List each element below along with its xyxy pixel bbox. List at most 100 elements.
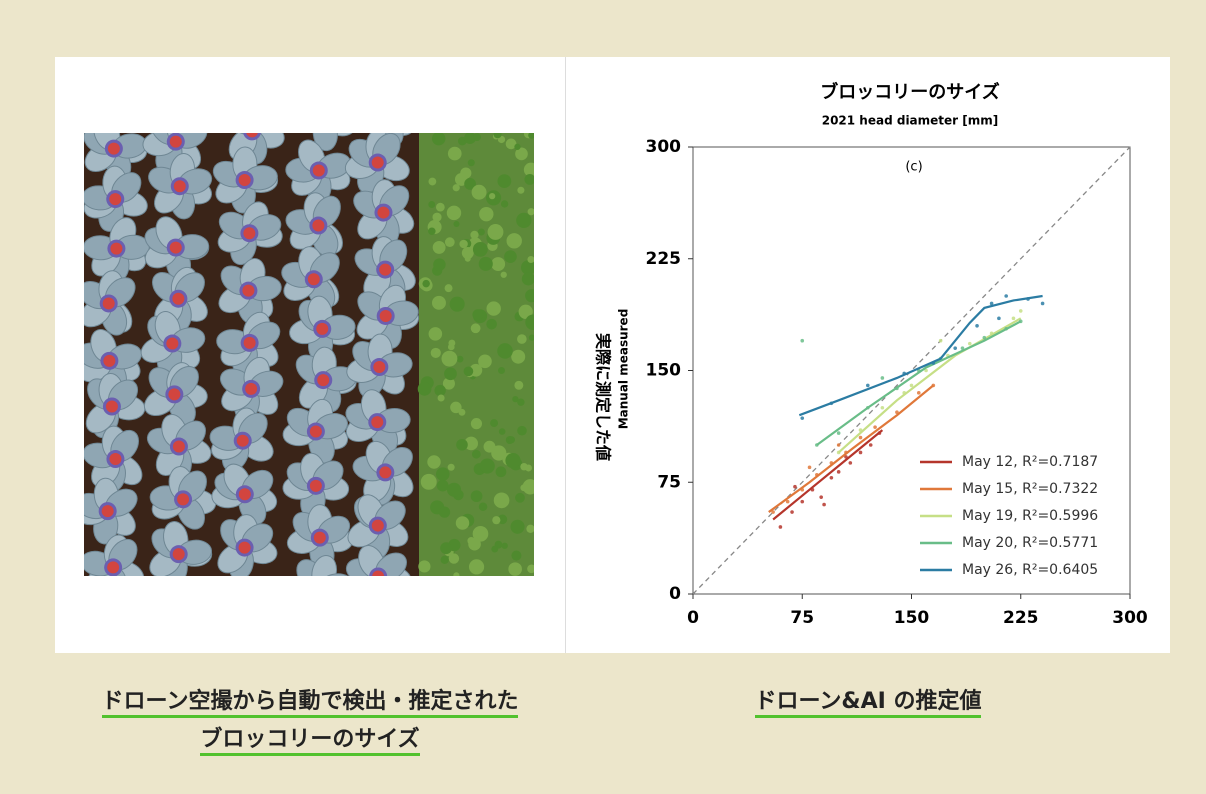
weed: [436, 467, 450, 481]
weed: [471, 323, 481, 333]
head: [310, 426, 322, 438]
legend-label: May 15, R²=0.7322: [962, 481, 1098, 497]
weed: [440, 542, 452, 554]
weed: [479, 207, 493, 221]
right-caption: ドローン&AI の推定値: [566, 683, 1170, 721]
point: [1019, 309, 1023, 313]
weed: [502, 543, 508, 549]
weed: [473, 242, 488, 257]
head: [168, 388, 180, 400]
x-tick-label: 300: [1112, 608, 1148, 628]
weed: [441, 556, 449, 564]
point: [968, 342, 972, 346]
fit-line: [773, 430, 882, 519]
point: [830, 476, 834, 480]
weed: [520, 463, 527, 470]
weed: [448, 464, 455, 471]
head: [379, 264, 391, 276]
weed: [433, 241, 446, 254]
weed: [496, 466, 507, 477]
fit-line: [839, 318, 1021, 452]
weed: [478, 355, 492, 369]
point: [1004, 294, 1008, 298]
head: [172, 293, 184, 305]
head: [243, 227, 255, 239]
y-axis-label: 実際に測定した値: [594, 333, 613, 461]
weed: [492, 516, 500, 524]
fit-line: [799, 296, 1042, 415]
weed: [421, 474, 437, 490]
point: [837, 443, 841, 447]
head: [312, 220, 324, 232]
weed: [484, 441, 496, 453]
head: [103, 297, 115, 309]
weed: [453, 184, 460, 191]
y-tick-label: 150: [646, 361, 682, 381]
head: [317, 374, 329, 386]
weed: [433, 258, 445, 270]
y-axis-label-en: Manual measured: [617, 309, 631, 430]
head: [174, 180, 186, 192]
head: [308, 273, 320, 285]
weed: [490, 419, 498, 427]
weed: [472, 309, 483, 320]
weed: [468, 159, 475, 166]
weed: [427, 455, 440, 468]
weed: [432, 296, 446, 310]
point: [837, 431, 841, 435]
head: [173, 548, 185, 560]
chart-subtitle: 2021 head diameter [mm]: [822, 114, 999, 128]
point: [790, 510, 794, 514]
weed: [505, 453, 520, 468]
weed: [418, 560, 430, 572]
head: [170, 242, 182, 254]
drone-photo: [84, 133, 534, 576]
weed: [486, 301, 500, 315]
point: [881, 406, 885, 410]
weed: [486, 319, 497, 330]
weed: [459, 240, 467, 248]
head: [102, 505, 114, 517]
weed: [480, 459, 495, 474]
chart: ブロッコリーのサイズ 2021 head diameter [mm] (c) 実…: [566, 57, 1170, 653]
weed: [450, 297, 465, 312]
weed: [456, 439, 468, 451]
weed: [517, 426, 527, 436]
head: [173, 441, 185, 453]
head: [109, 453, 121, 465]
point: [1041, 302, 1045, 306]
y-tick-label: 75: [657, 472, 681, 492]
weed: [445, 237, 455, 247]
point: [917, 391, 921, 395]
weed: [508, 436, 515, 443]
x-tick-label: 75: [790, 608, 814, 628]
legend-label: May 26, R²=0.6405: [962, 562, 1098, 578]
point: [822, 503, 826, 507]
point: [869, 443, 873, 447]
weed: [432, 213, 441, 222]
weed: [491, 257, 505, 271]
weed: [418, 382, 432, 396]
point: [819, 495, 823, 499]
weed: [511, 551, 521, 561]
weed: [447, 483, 461, 497]
weed: [471, 418, 482, 429]
weed: [438, 394, 445, 401]
head: [108, 143, 120, 155]
weed: [511, 350, 525, 364]
weed: [515, 493, 525, 503]
head: [316, 323, 328, 335]
head: [371, 416, 383, 428]
weed: [439, 506, 450, 517]
weed: [448, 344, 455, 351]
weed: [478, 229, 485, 236]
legend-label: May 19, R²=0.5996: [962, 508, 1098, 524]
caption-line: ブロッコリーのサイズ: [200, 727, 419, 756]
point: [800, 339, 804, 343]
weed: [516, 213, 531, 228]
weed: [479, 502, 488, 511]
weed: [470, 231, 478, 239]
weed: [469, 559, 484, 574]
y-tick-label: 300: [646, 137, 682, 157]
weed: [501, 272, 507, 278]
